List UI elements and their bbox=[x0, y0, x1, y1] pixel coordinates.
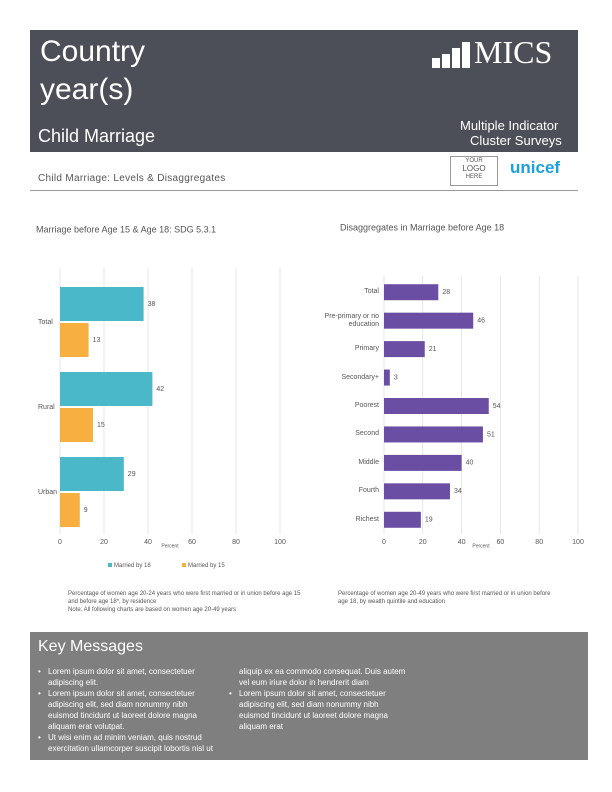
legend-swatch bbox=[108, 563, 112, 567]
value-label: 46 bbox=[477, 318, 485, 325]
category-label-box: Second bbox=[355, 430, 379, 438]
logo: MICS bbox=[474, 34, 553, 70]
bar bbox=[384, 341, 425, 358]
category-label-box: Total bbox=[364, 288, 379, 296]
title: Country bbox=[40, 35, 146, 68]
key-messages-title: Key Messages bbox=[38, 638, 143, 655]
value-label: 3 bbox=[394, 374, 398, 381]
category-label-box: Richest bbox=[355, 515, 379, 523]
charts: Marriage before Age 15 & Age 18: SDG 5.3… bbox=[36, 222, 584, 569]
category-label: Rural bbox=[38, 404, 55, 411]
x-tick-label: 40 bbox=[458, 539, 466, 546]
title: year(s) bbox=[40, 73, 134, 106]
value-label: 40 bbox=[466, 460, 474, 467]
rule bbox=[30, 190, 578, 191]
category-label: Secondary+ bbox=[341, 373, 379, 381]
bullet: Lorem ipsum dolor sit amet, consectetuer… bbox=[229, 688, 408, 732]
x-axis-label: Percent bbox=[161, 543, 179, 549]
logo-icon bbox=[432, 42, 470, 68]
value-label: 19 bbox=[425, 517, 433, 524]
category-label: Richest bbox=[355, 515, 379, 523]
value-label: 54 bbox=[493, 403, 501, 410]
bar bbox=[384, 398, 489, 414]
legend-swatch bbox=[182, 563, 186, 567]
category-label: Poorest bbox=[354, 402, 379, 409]
bar bbox=[60, 493, 80, 527]
value-label: 29 bbox=[128, 471, 136, 478]
x-tick-label: 0 bbox=[382, 539, 386, 546]
category-label: Fourth bbox=[358, 487, 379, 495]
note-line: Percentage of women age 20-24 years who … bbox=[68, 591, 301, 605]
category-label-box: Pre-primary or no education bbox=[324, 312, 379, 328]
x-tick-label: 60 bbox=[497, 539, 505, 546]
x-tick-label: 80 bbox=[232, 539, 240, 546]
logo-line: YOUR bbox=[465, 158, 483, 164]
chart-title: Marriage before Age 15 & Age 18: SDG 5.3… bbox=[36, 224, 216, 234]
category-label-box: Poorest bbox=[354, 402, 379, 409]
bar bbox=[384, 284, 439, 301]
category-label: Second bbox=[355, 430, 379, 438]
note-line: Percentage of women age 20-49 years who … bbox=[338, 591, 551, 605]
bar bbox=[384, 483, 450, 500]
value-label: 34 bbox=[454, 488, 462, 495]
unicef-logo: unicef bbox=[510, 158, 561, 177]
category-label: Urban bbox=[38, 489, 57, 496]
section-title: Child Marriage: Levels & Disaggregates bbox=[38, 173, 226, 184]
category-label-box: Primary bbox=[354, 345, 379, 353]
category-label: Total bbox=[38, 319, 53, 326]
logo-caption: Multiple Indicator bbox=[460, 118, 559, 133]
bar bbox=[60, 457, 124, 491]
partner-logo: YOUR LOGO HERE bbox=[450, 156, 498, 186]
value-label: 51 bbox=[487, 431, 495, 438]
bullet: Lorem ipsum dolor sit amet, consectetuer… bbox=[38, 666, 217, 688]
value-label: 15 bbox=[97, 422, 105, 429]
bar bbox=[60, 323, 89, 357]
category-label-box: Fourth bbox=[358, 487, 379, 495]
x-tick-label: 100 bbox=[274, 539, 286, 546]
x-axis-label: Percent bbox=[472, 543, 490, 549]
logo-caption: Cluster Surveys bbox=[470, 133, 562, 148]
x-tick-label: 100 bbox=[572, 539, 584, 546]
note-line: Note: All following charts are based on … bbox=[68, 607, 237, 613]
value-label: 21 bbox=[429, 346, 437, 353]
value-label: 28 bbox=[442, 289, 450, 296]
logo-line: LOGO bbox=[462, 164, 486, 173]
subtitle: Child Marriage bbox=[38, 126, 156, 146]
bullet-list: Lorem ipsum dolor sit amet, consectetuer… bbox=[38, 666, 408, 754]
bar bbox=[60, 372, 153, 406]
x-tick-label: 60 bbox=[188, 539, 196, 546]
key-messages: Key Messages Lorem ipsum dolor sit amet,… bbox=[30, 632, 588, 760]
header: Country year(s) Child Marriage MICS Mult… bbox=[30, 30, 578, 152]
value-label: 38 bbox=[148, 301, 156, 308]
bar bbox=[384, 511, 421, 528]
chart-title: Disaggregates in Marriage before Age 18 bbox=[340, 222, 504, 232]
category-label-box: Secondary+ bbox=[341, 373, 379, 381]
chart-note: Percentage of women age 20-24 years who … bbox=[68, 590, 303, 614]
category-label: Total bbox=[364, 288, 379, 296]
legend-label: Married by 15 bbox=[188, 563, 225, 569]
bar bbox=[384, 426, 483, 443]
category-label: Primary bbox=[354, 345, 379, 353]
bar bbox=[384, 312, 474, 329]
x-tick-label: 0 bbox=[58, 539, 62, 546]
category-label: Middle bbox=[358, 458, 379, 466]
bullet: Lorem ipsum dolor sit amet, consectetuer… bbox=[38, 688, 217, 732]
value-label: 13 bbox=[93, 337, 101, 344]
bar bbox=[60, 287, 144, 321]
value-label: 9 bbox=[84, 507, 88, 514]
x-tick-label: 20 bbox=[419, 539, 427, 546]
bar bbox=[384, 454, 462, 471]
category-label: Pre-primary or no education bbox=[324, 312, 379, 328]
bar bbox=[384, 369, 390, 386]
x-tick-label: 20 bbox=[100, 539, 108, 546]
chart-note: Percentage of women age 20-49 years who … bbox=[338, 590, 553, 606]
value-label: 42 bbox=[156, 386, 164, 393]
x-tick-label: 40 bbox=[144, 539, 152, 546]
category-label-box: Middle bbox=[358, 458, 379, 466]
x-tick-label: 80 bbox=[535, 539, 543, 546]
legend-label: Married by 18 bbox=[114, 563, 151, 569]
bar bbox=[60, 408, 93, 442]
logo-line: HERE bbox=[465, 174, 483, 180]
